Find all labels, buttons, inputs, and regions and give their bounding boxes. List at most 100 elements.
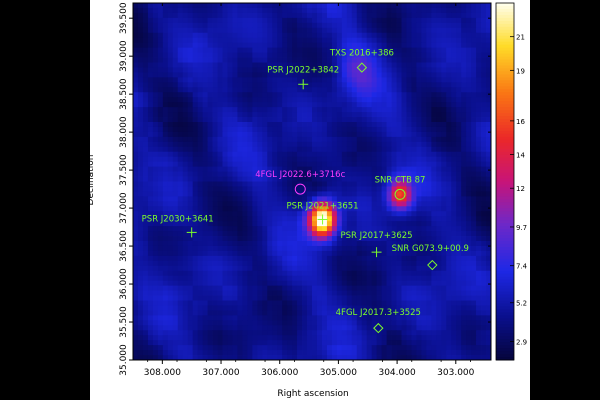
- heatmap-cell: [212, 47, 218, 53]
- heatmap-cell: [346, 57, 353, 63]
- heatmap-cell: [162, 241, 169, 247]
- heatmap-cell: [336, 72, 343, 78]
- heatmap-cell: [351, 340, 358, 346]
- heatmap-cell: [152, 126, 159, 133]
- heatmap-cell: [282, 186, 288, 192]
- heatmap-cell: [381, 112, 387, 118]
- heatmap-cell: [401, 102, 407, 108]
- heatmap-cell: [192, 12, 199, 19]
- heatmap-cell: [157, 87, 164, 93]
- heatmap-cell: [202, 191, 208, 197]
- heatmap-cell: [272, 3, 278, 9]
- heatmap-cell: [401, 255, 407, 262]
- heatmap-cell: [381, 191, 387, 197]
- heatmap-cell: [436, 67, 442, 73]
- heatmap-cell: [351, 87, 358, 93]
- heatmap-cell: [336, 3, 343, 9]
- heatmap-cell: [262, 196, 268, 202]
- heatmap-cell: [197, 345, 204, 351]
- heatmap-cell: [252, 87, 258, 93]
- heatmap-cell: [232, 7, 238, 14]
- heatmap-cell: [421, 226, 427, 232]
- heatmap-cell: [441, 330, 447, 336]
- heatmap-cell: [446, 82, 452, 88]
- heatmap-cell: [292, 255, 298, 262]
- heatmap-cell: [366, 67, 373, 73]
- heatmap-cell: [207, 305, 213, 311]
- heatmap-cell: [386, 151, 392, 158]
- heatmap-cell: [232, 22, 238, 29]
- heatmap-cell: [167, 117, 174, 123]
- heatmap-cell: [341, 255, 348, 262]
- heatmap-cell: [361, 77, 368, 83]
- heatmap-cell: [436, 62, 442, 68]
- heatmap-cell: [257, 201, 263, 207]
- heatmap-cell: [312, 87, 318, 93]
- heatmap-cell: [257, 112, 263, 118]
- heatmap-cell: [242, 290, 248, 296]
- heatmap-cell: [351, 97, 358, 103]
- heatmap-cell: [252, 231, 258, 237]
- heatmap-cell: [312, 290, 318, 296]
- heatmap-cell: [207, 211, 213, 217]
- heatmap-cell: [401, 42, 407, 49]
- heatmap-cell: [267, 191, 273, 197]
- heatmap-cell: [391, 231, 397, 237]
- heatmap-cell: [307, 57, 313, 63]
- heatmap-cell: [426, 315, 432, 321]
- heatmap-cell: [152, 236, 159, 242]
- heatmap-cell: [237, 216, 243, 222]
- heatmap-cell: [381, 186, 387, 192]
- heatmap-cell: [456, 156, 462, 163]
- heatmap-cell: [177, 141, 184, 148]
- heatmap-cell: [302, 226, 308, 232]
- heatmap-cell: [247, 87, 253, 93]
- heatmap-cell: [162, 22, 169, 29]
- heatmap-cell: [416, 241, 422, 247]
- heatmap-cell: [187, 206, 194, 212]
- heatmap-cell: [486, 260, 492, 267]
- heatmap-cell: [401, 146, 407, 153]
- heatmap-cell: [396, 37, 402, 44]
- heatmap-cell: [257, 92, 263, 98]
- heatmap-cell: [147, 22, 154, 29]
- heatmap-cell: [346, 146, 353, 153]
- heatmap-cell: [421, 171, 427, 177]
- heatmap-cell: [431, 340, 437, 346]
- heatmap-cell: [187, 131, 194, 138]
- heatmap-cell: [272, 196, 278, 202]
- heatmap-cell: [426, 126, 432, 133]
- heatmap-cell: [336, 141, 343, 148]
- heatmap-cell: [366, 260, 373, 267]
- heatmap-cell: [381, 141, 387, 148]
- heatmap-cell: [441, 42, 447, 49]
- heatmap-cell: [172, 37, 179, 44]
- heatmap-cell: [212, 241, 218, 247]
- heatmap-cell: [172, 17, 179, 24]
- heatmap-cell: [207, 206, 213, 212]
- heatmap-cell: [391, 141, 397, 148]
- heatmap-cell: [147, 211, 154, 217]
- heatmap-cell: [416, 7, 422, 14]
- heatmap-cell: [167, 275, 174, 282]
- heatmap-cell: [152, 250, 159, 257]
- heatmap-cell: [257, 226, 263, 232]
- heatmap-cell: [147, 67, 154, 73]
- heatmap-cell: [192, 72, 199, 78]
- heatmap-cell: [177, 102, 184, 108]
- heatmap-cell: [476, 112, 482, 118]
- heatmap-cell: [321, 250, 328, 257]
- heatmap-cell: [381, 87, 387, 93]
- heatmap-cell: [371, 285, 378, 291]
- heatmap-cell: [356, 335, 363, 341]
- heatmap-cell: [197, 126, 204, 133]
- heatmap-cell: [476, 270, 482, 277]
- heatmap-cell: [227, 92, 233, 98]
- heatmap-cell: [182, 206, 189, 212]
- heatmap-cell: [336, 126, 343, 133]
- heatmap-cell: [182, 146, 189, 153]
- heatmap-cell: [247, 151, 253, 158]
- heatmap-cell: [451, 315, 457, 321]
- heatmap-cell: [152, 107, 159, 113]
- heatmap-cell: [411, 37, 417, 44]
